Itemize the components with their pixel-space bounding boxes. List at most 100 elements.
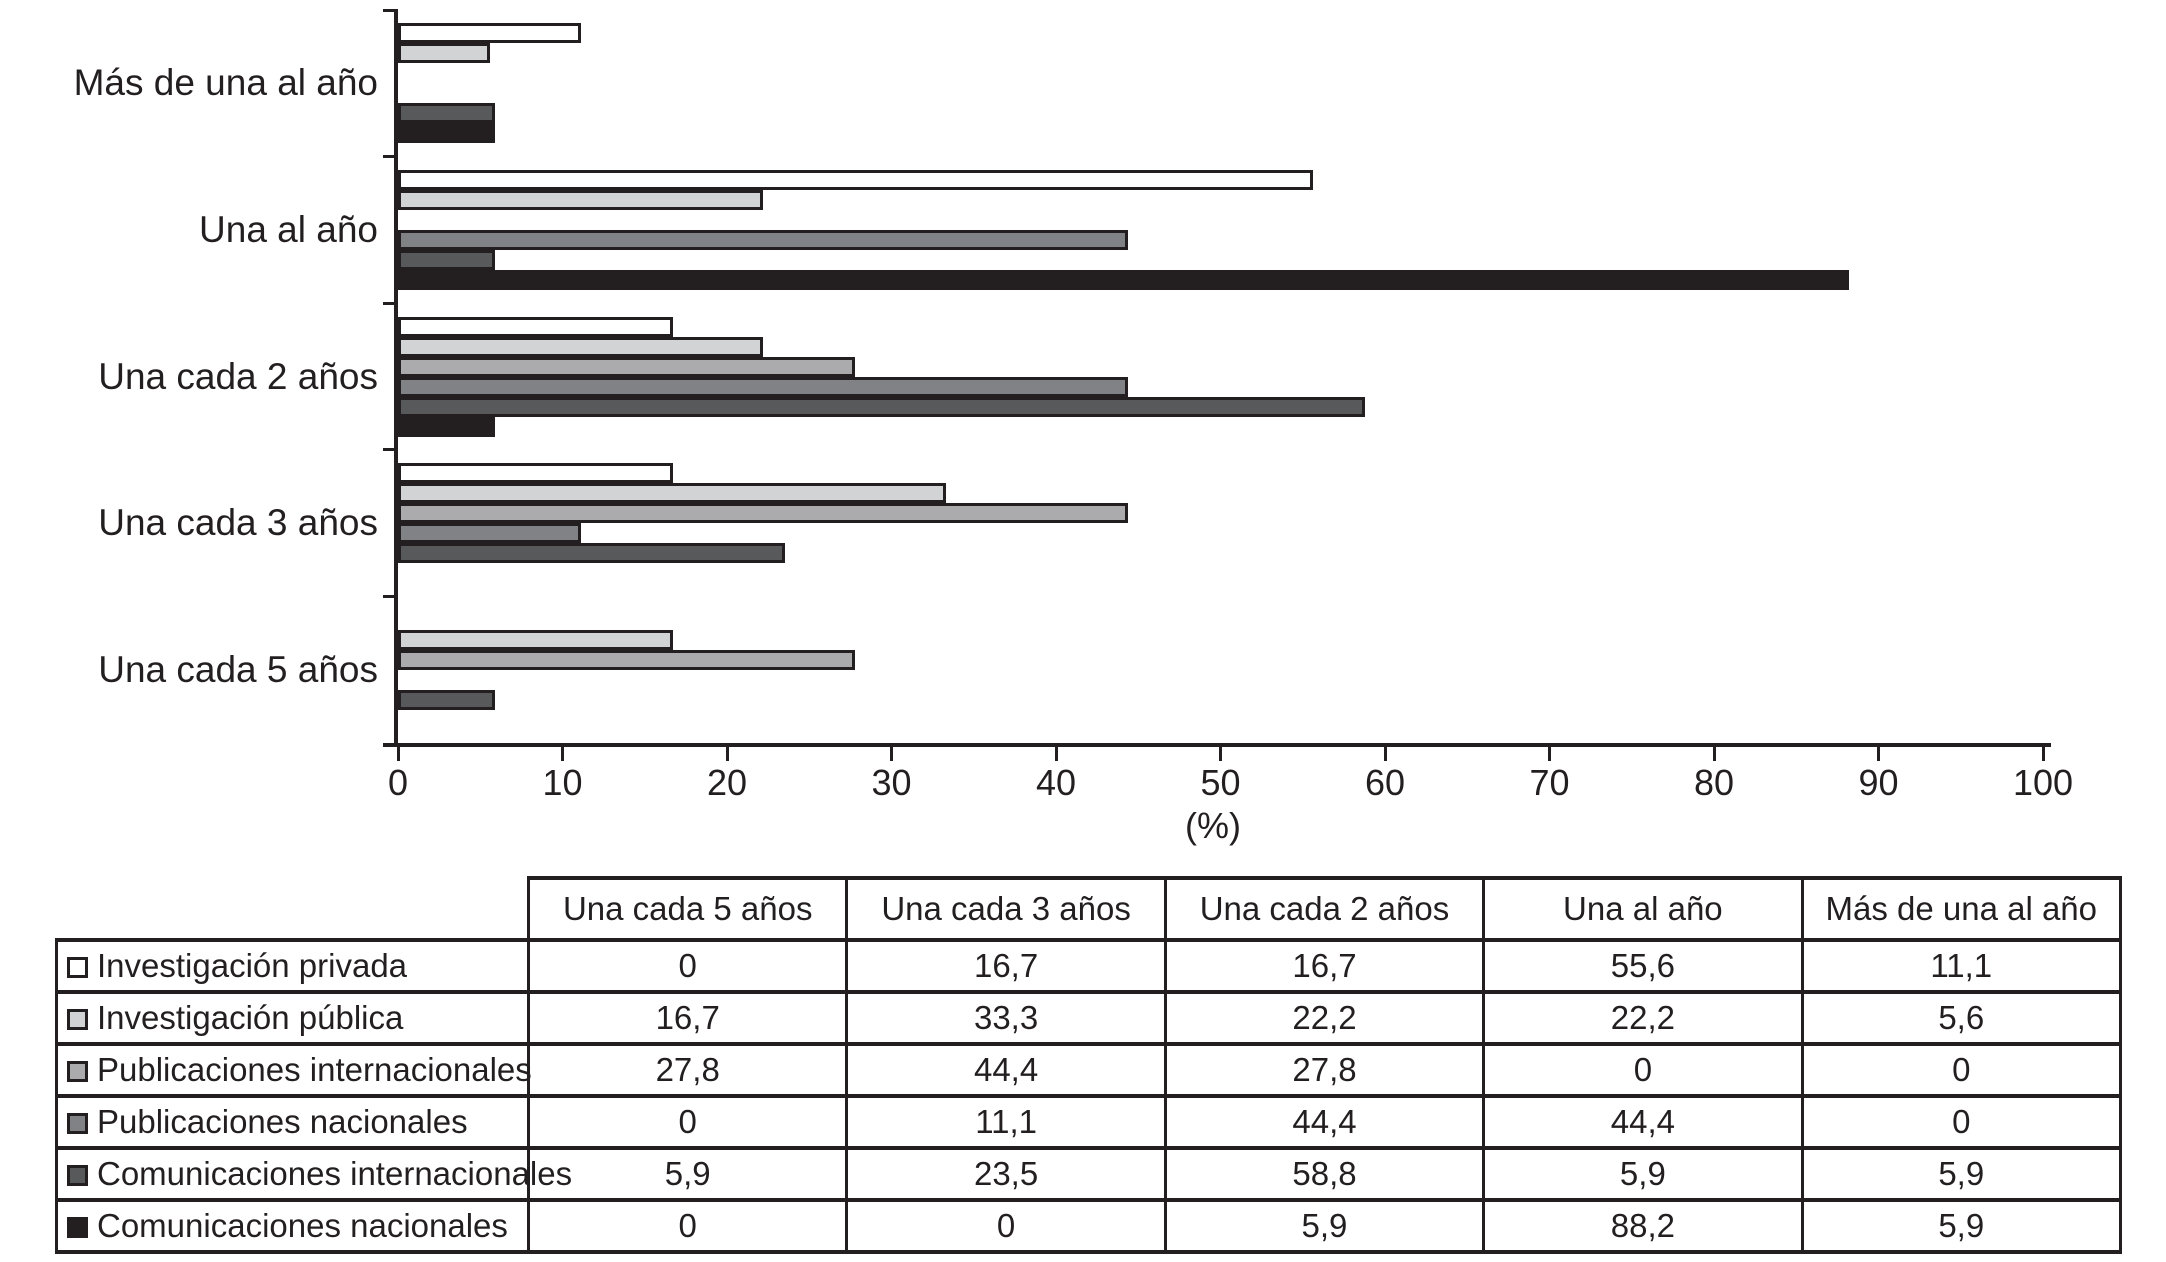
bar-slot xyxy=(398,249,2043,270)
bar-slot xyxy=(398,43,2043,64)
bar xyxy=(398,269,1849,290)
bar-slot xyxy=(398,416,2043,437)
value-cell: 44,4 xyxy=(845,1042,1167,1098)
series-name: Comunicaciones internacionales xyxy=(97,1155,573,1192)
category-label: Una cada 5 años xyxy=(98,648,378,690)
value-cell: 44,4 xyxy=(1163,1094,1486,1150)
x-axis-tick xyxy=(2041,747,2045,761)
legend-swatch xyxy=(67,1113,88,1134)
series-name: Publicaciones nacionales xyxy=(97,1103,468,1140)
bar-slot xyxy=(398,316,2043,337)
bar-group xyxy=(398,169,2043,290)
table-header-row: Una cada 5 años Una cada 3 años Una cada 2… xyxy=(57,876,2122,942)
x-axis-tick xyxy=(1383,747,1387,761)
x-axis-tick xyxy=(396,747,400,761)
bar-slot xyxy=(398,523,2043,544)
value-cell: 58,8 xyxy=(1163,1146,1486,1202)
row-label-cell: Comunicaciones nacionales xyxy=(55,1198,530,1254)
x-tick-label: 80 xyxy=(1693,762,1735,803)
bar xyxy=(398,356,856,377)
value-cell: 27,8 xyxy=(1163,1042,1486,1098)
table-header-cell: Una al año xyxy=(1482,876,1804,942)
legend-swatch xyxy=(67,1165,88,1186)
value-cell: 11,1 xyxy=(845,1094,1167,1150)
bar xyxy=(398,543,785,564)
bar xyxy=(398,503,1129,524)
bar xyxy=(398,483,946,504)
table-row: Investigación pública 16,7 33,3 22,2 22,2 5,6 xyxy=(55,990,2122,1046)
table-row: Investigación privada 0 16,7 16,7 55,6 11,1 xyxy=(55,938,2122,994)
value-cell: 16,7 xyxy=(526,990,849,1046)
y-axis-tick xyxy=(383,155,398,159)
x-axis-tick xyxy=(1877,747,1880,761)
bar xyxy=(398,649,856,670)
x-axis-tick xyxy=(725,747,729,761)
bar-slot xyxy=(398,629,2043,650)
legend-swatch xyxy=(67,1009,88,1030)
bar xyxy=(398,169,1313,190)
value-cell: 0 xyxy=(845,1198,1167,1254)
table-row: Comunicaciones internacionales 5,9 23,5 58,… xyxy=(55,1146,2122,1202)
bar xyxy=(398,689,496,710)
bar xyxy=(398,463,673,484)
value-cell: 16,7 xyxy=(845,938,1167,994)
value-cell: 5,6 xyxy=(1800,990,2122,1046)
bar-slot xyxy=(398,376,2043,397)
x-tick-label: 30 xyxy=(871,762,912,803)
value-cell: 0 xyxy=(1800,1094,2122,1150)
bar-slot xyxy=(398,229,2043,250)
series-name: Investigación pública xyxy=(97,999,404,1036)
bar xyxy=(398,23,581,44)
bar-slot xyxy=(398,189,2043,210)
bar-group xyxy=(398,463,2043,583)
bar-chart: Más de una al año Una al año Una cada 2 añ… xyxy=(74,8,2074,846)
bar-slot xyxy=(398,710,2043,730)
value-cell: 16,7 xyxy=(1163,938,1486,994)
x-tick-label: 0 xyxy=(387,762,409,803)
x-axis-tick xyxy=(1219,747,1222,761)
bar-slot xyxy=(398,83,2043,103)
bar-slot xyxy=(398,356,2043,377)
value-cell: 22,2 xyxy=(1163,990,1486,1046)
bar xyxy=(398,396,1366,417)
bar-slot xyxy=(398,103,2043,124)
value-cell: 0 xyxy=(526,1094,849,1150)
x-tick-label: 60 xyxy=(1364,762,1406,803)
x-axis-title: (%) xyxy=(1185,805,1241,846)
bar xyxy=(398,43,491,64)
value-cell: 27,8 xyxy=(526,1042,849,1098)
bar-slot xyxy=(398,336,2043,357)
bar-slot xyxy=(398,483,2043,504)
y-axis-tick xyxy=(383,8,398,12)
x-axis-tick xyxy=(1712,747,1716,761)
bar xyxy=(398,316,673,337)
table-row: Publicaciones nacionales 0 11,1 44,4 44,4 0 xyxy=(55,1094,2122,1150)
x-tick-label: 50 xyxy=(1200,762,1241,803)
bar-group xyxy=(398,316,2043,437)
table-header-cell: Más de una al año xyxy=(1800,876,2122,942)
x-tick-label: 70 xyxy=(1529,762,1570,803)
bar xyxy=(398,249,496,270)
x-tick-label: 90 xyxy=(1858,762,1899,803)
x-axis-tick xyxy=(561,747,564,761)
bar xyxy=(398,523,581,544)
value-cell: 23,5 xyxy=(845,1146,1167,1202)
table-header-cell: Una cada 3 años xyxy=(845,876,1167,942)
plot-area xyxy=(398,10,2043,743)
value-cell: 55,6 xyxy=(1482,938,1804,994)
table-header-blank-cell xyxy=(57,878,529,940)
bar xyxy=(398,103,496,124)
bar-slot xyxy=(398,563,2043,583)
bar-slot xyxy=(398,269,2043,290)
row-label-cell: Publicaciones nacionales xyxy=(55,1094,530,1150)
value-cell: 5,9 xyxy=(526,1146,849,1202)
bar-group xyxy=(398,23,2043,144)
x-tick-label: 100 xyxy=(2012,762,2074,803)
x-axis-tick xyxy=(1054,747,1058,761)
bar xyxy=(398,376,1129,397)
value-cell: 44,4 xyxy=(1482,1094,1804,1150)
value-cell: 5,9 xyxy=(1482,1146,1804,1202)
bar-slot xyxy=(398,610,2043,630)
y-axis-tick xyxy=(383,301,398,305)
